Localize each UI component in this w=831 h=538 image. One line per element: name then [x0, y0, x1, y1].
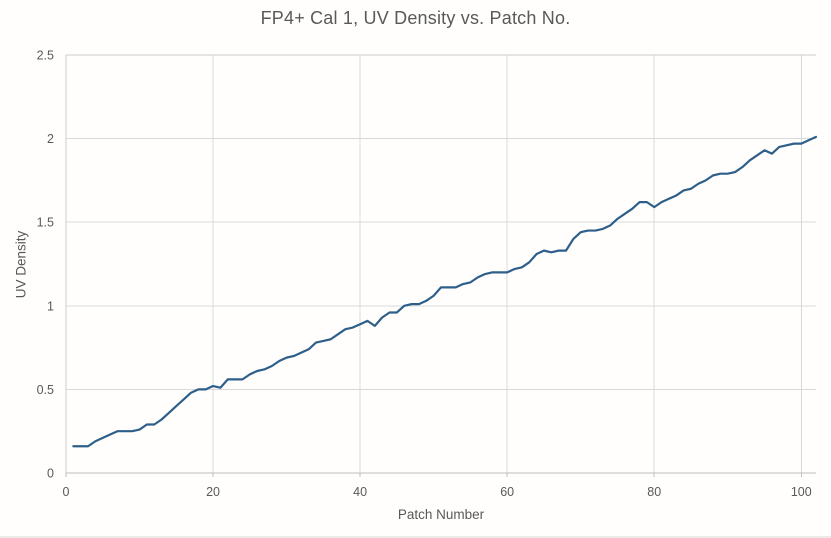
chart-title: FP4+ Cal 1, UV Density vs. Patch No.: [260, 8, 571, 28]
y-tick-label: 1: [47, 299, 54, 313]
y-tick-label: 0.5: [37, 383, 54, 397]
x-tick-label: 60: [500, 485, 514, 499]
series-line: [72, 135, 818, 448]
y-tick-label: 2: [47, 132, 54, 146]
x-axis-title: Patch Number: [397, 507, 485, 522]
y-tick-label: 0: [47, 467, 54, 481]
x-tick-label: 100: [791, 485, 812, 499]
x-tick-label: 0: [63, 485, 70, 499]
x-tick-label: 20: [206, 485, 220, 499]
x-tick-label: 40: [353, 485, 367, 499]
x-tick-label: 80: [647, 485, 661, 499]
y-tick-label: 1.5: [37, 216, 54, 230]
y-tick-label: 2.5: [37, 49, 54, 63]
